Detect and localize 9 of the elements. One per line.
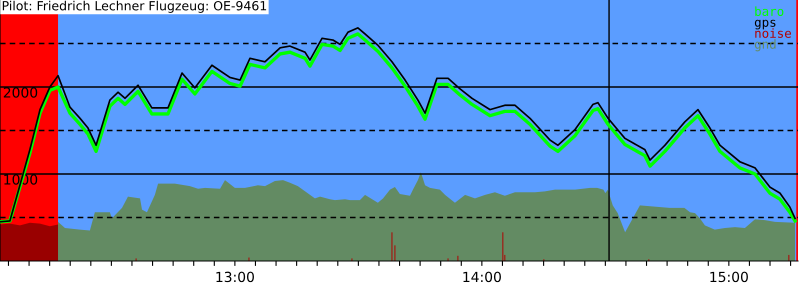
y-tick-label: 2000 <box>4 87 38 98</box>
text: baro <box>755 6 784 16</box>
x-tick-label: 13:00 <box>216 272 254 282</box>
chart-title: Pilot: Friedrich Lechner Flugzeug: OE-9461 <box>2 0 266 13</box>
x-tick-label: 15:00 <box>710 272 748 282</box>
x-tick-label: 14:00 <box>463 272 501 282</box>
text: gps <box>754 20 776 30</box>
text: noise <box>755 28 792 38</box>
text: gnd <box>754 39 776 52</box>
